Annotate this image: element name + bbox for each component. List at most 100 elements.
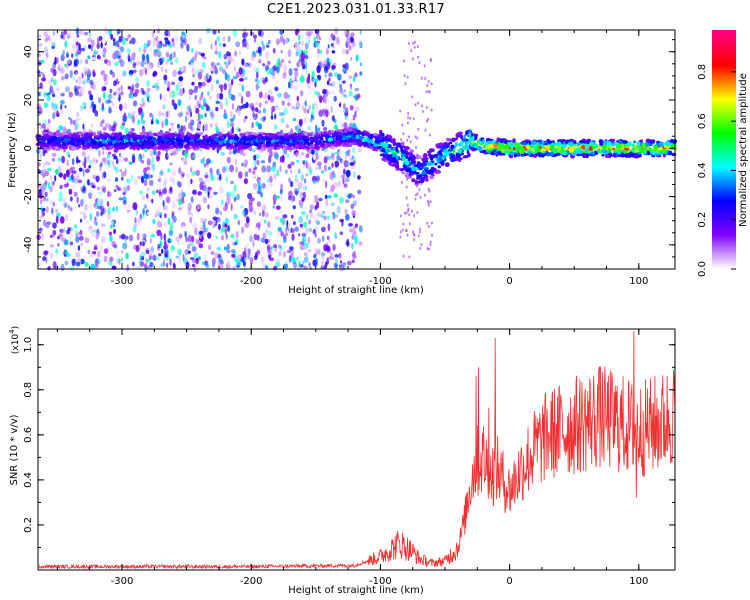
noise-cell (180, 41, 184, 48)
noise-cell (141, 233, 145, 238)
noise-cell (193, 63, 199, 71)
noise-cell (312, 229, 315, 235)
noise-cell (110, 33, 114, 40)
noise-cell (269, 176, 273, 183)
noise-cell (178, 192, 183, 199)
noise-cell (192, 154, 196, 159)
noise-cell (265, 64, 269, 71)
ridge-cell (62, 145, 67, 148)
noise-cell (186, 104, 191, 111)
noise-cell (190, 178, 193, 184)
noise-cell (134, 217, 137, 224)
noise-cell (101, 119, 105, 124)
ridge-cell (493, 144, 499, 149)
noise-cell (52, 222, 57, 229)
noise-cell (135, 40, 140, 45)
noise-cell (349, 122, 353, 128)
noise-cell (340, 174, 346, 179)
noise-cell (162, 104, 166, 110)
noise-cell (352, 75, 356, 83)
noise-cell (125, 37, 129, 42)
noise-cell (221, 260, 225, 265)
noise-cell (154, 87, 159, 92)
noise-cell (267, 230, 273, 236)
ridge-cell (226, 132, 230, 137)
noise-cell (318, 109, 323, 117)
noise-cell (350, 203, 355, 209)
noise-cell (106, 74, 110, 81)
noise-cell (230, 233, 235, 239)
noise-cell (62, 126, 67, 133)
noise-cell (77, 179, 83, 184)
ridge-cell (400, 141, 405, 146)
noise-cell (199, 94, 204, 101)
noise-cell (94, 264, 99, 269)
noise-cell (201, 184, 207, 192)
ridge-cell (304, 145, 309, 149)
noise-cell (408, 222, 411, 226)
noise-cell (197, 72, 203, 80)
spectrogram-heatmap (35, 26, 678, 273)
noise-cell (262, 196, 266, 200)
ridge-cell (496, 137, 501, 142)
noise-cell (51, 157, 56, 162)
ridge-cell (454, 141, 458, 148)
noise-cell (306, 84, 311, 90)
noise-cell (276, 38, 279, 42)
noise-cell (284, 259, 289, 265)
ridge-cell (395, 156, 399, 160)
ridge-cell (482, 144, 487, 149)
noise-cell (405, 196, 408, 200)
ridge-cell (39, 145, 44, 149)
noise-cell (123, 100, 127, 109)
noise-cell (131, 115, 135, 124)
noise-cell (294, 187, 298, 196)
noise-cell (114, 165, 117, 169)
noise-cell (243, 178, 248, 185)
noise-cell (430, 82, 433, 86)
noise-cell (57, 236, 60, 240)
noise-cell (91, 185, 95, 189)
noise-cell (93, 229, 97, 233)
ridge-cell (448, 153, 454, 157)
noise-cell (266, 165, 272, 173)
noise-cell (101, 185, 106, 191)
noise-cell (135, 265, 141, 270)
noise-cell (346, 37, 351, 45)
noise-cell (204, 123, 208, 132)
ridge-cell (247, 135, 253, 138)
noise-cell (275, 195, 280, 199)
ridge-cell (409, 155, 416, 160)
noise-cell (301, 48, 307, 52)
noise-cell (311, 238, 315, 246)
noise-cell (45, 161, 51, 166)
noise-cell (267, 60, 271, 65)
noise-cell (324, 164, 327, 172)
ridge-cell (352, 127, 355, 132)
ridge-cell (205, 134, 208, 140)
noise-cell (313, 254, 317, 259)
ridge-cell (437, 165, 441, 169)
ridge-cell (327, 137, 333, 142)
ridge-cell (287, 146, 292, 151)
noise-cell (44, 164, 48, 171)
noise-cell (65, 213, 69, 221)
noise-cell (127, 34, 132, 39)
noise-cell (142, 32, 146, 40)
noise-cell (76, 111, 80, 118)
noise-cell (315, 257, 318, 266)
noise-cell (222, 68, 227, 75)
noise-cell (183, 37, 187, 46)
ridge-cell (101, 139, 105, 144)
noise-cell (76, 34, 80, 38)
noise-cell (80, 58, 83, 65)
noise-cell (237, 111, 241, 116)
noise-cell (177, 167, 181, 174)
ridge-cell (460, 141, 463, 146)
noise-cell (40, 71, 44, 76)
noise-cell (109, 109, 113, 113)
ridge-cell (330, 141, 335, 144)
noise-cell (65, 86, 70, 93)
noise-cell (64, 260, 69, 266)
ridge-cell (341, 136, 345, 139)
